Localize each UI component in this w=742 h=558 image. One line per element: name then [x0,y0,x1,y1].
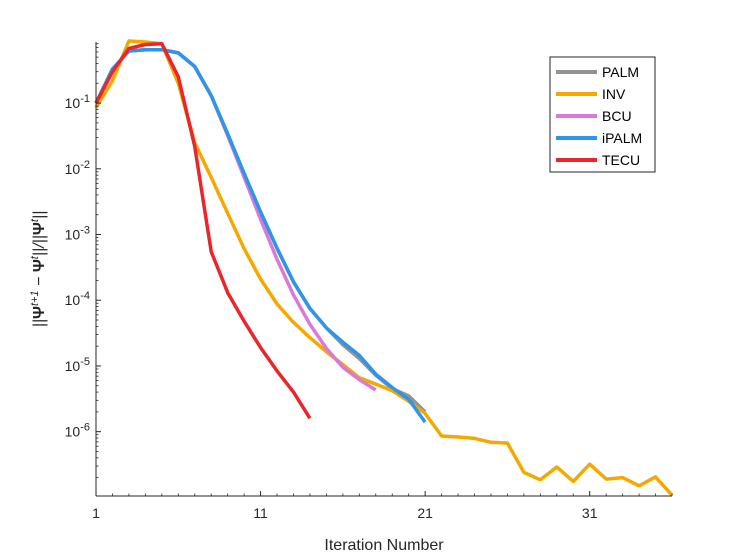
legend-label-ipalm: iPALM [602,130,642,146]
legend-label-tecu: TECU [602,152,640,168]
y-tick-label: 10-4 [65,290,90,308]
series-line-palm [94,47,427,414]
series-line-ipalm [94,47,427,424]
y-tick-label: 10-1 [65,93,90,111]
series-line-tecu [94,41,312,420]
plot-area: 1 11 21 31 10-610-510-410-310-210-1 [65,39,674,521]
y-axis-title: ||Ψt+1 − Ψt||/||Ψt|| [29,211,48,328]
x-tick-label: 31 [582,505,598,521]
y-tick-label: 10-5 [65,356,90,374]
svg-text:||Ψt+1 − Ψt||/||Ψt||: ||Ψt+1 − Ψt||/||Ψt|| [29,211,48,328]
x-tick-label: 1 [92,505,100,521]
legend-label-bcu: BCU [602,108,632,124]
legend-label-palm: PALM [602,64,639,80]
legend: PALM INV BCU iPALM TECU [549,56,656,173]
x-tick-label: 11 [253,505,268,521]
y-tick-label: 10-6 [65,422,90,440]
series-line-bcu [94,47,377,392]
y-tick-label: 10-3 [65,225,90,243]
y-tick-label: 10-2 [65,159,90,177]
x-axis-ticks: 1 11 21 31 [92,491,673,521]
series-lines [94,39,674,497]
x-axis-title: Iteration Number [324,537,444,554]
x-tick-label: 21 [417,505,433,521]
y-axis-ticks: 10-6 10-5 10-4 10-3 10-2 10-1 [65,43,101,479]
legend-label-inv: INV [602,86,626,102]
